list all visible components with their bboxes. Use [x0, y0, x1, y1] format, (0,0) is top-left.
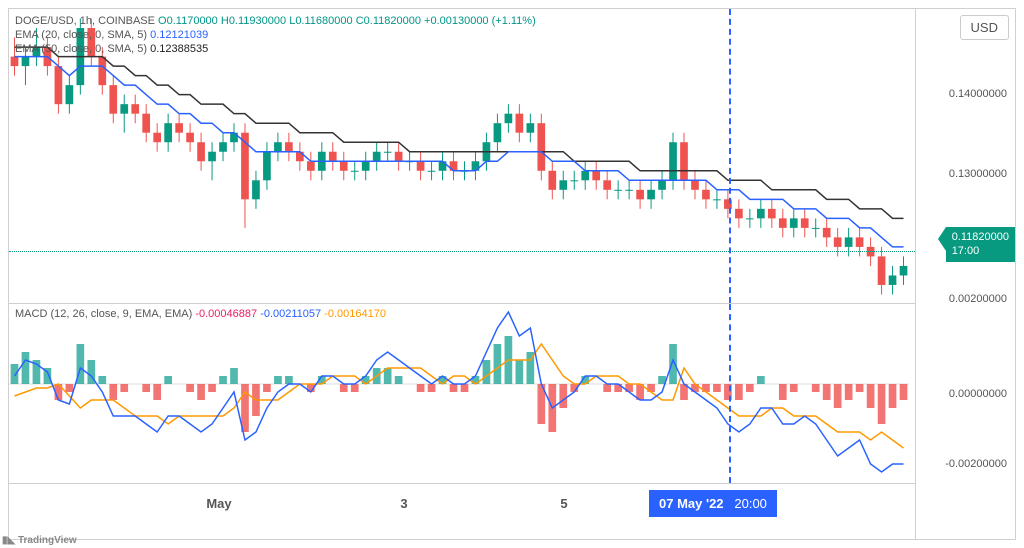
y-axis[interactable]: 0.14000000 0.13000000 0.00200000 0.00000000… — [915, 9, 1015, 539]
current-price-line — [9, 251, 915, 252]
current-price-flag: 0.1182000017:00 — [946, 227, 1015, 262]
tradingview-logo[interactable]: ▮◣ TradingView — [2, 535, 77, 546]
x-axis-tick: 3 — [400, 496, 407, 511]
macd-chart-svg — [9, 304, 909, 484]
ema50-label[interactable]: EMA (50, close, 0, SMA, 5) — [15, 43, 147, 55]
time-axis-pane[interactable]: May 3 5 07 May '22 20:00 — [9, 484, 915, 539]
macd-label[interactable]: MACD (12, 26, close, 9, EMA, EMA) — [15, 308, 192, 320]
x-axis-tick: 5 — [560, 496, 567, 511]
time-cursor-flag: 07 May '22 20:00 — [649, 490, 777, 517]
chart-header: DOGE/USD, 1h, COINBASE O0.1170000 H0.119… — [15, 15, 536, 57]
macd-pane[interactable]: MACD (12, 26, close, 9, EMA, EMA) -0.000… — [9, 304, 915, 484]
time-cursor-line[interactable] — [729, 9, 731, 303]
y-axis-label: 0.14000000 — [949, 88, 1007, 100]
time-cursor-line[interactable] — [729, 304, 731, 483]
y-axis-label: 0.00200000 — [949, 293, 1007, 305]
macd-header: MACD (12, 26, close, 9, EMA, EMA) -0.000… — [15, 308, 386, 320]
y-axis-label: 0.13000000 — [949, 168, 1007, 180]
y-axis-label: 0.00000000 — [949, 388, 1007, 400]
symbol-label[interactable]: DOGE/USD, 1h, COINBASE — [15, 15, 155, 27]
ema20-label[interactable]: EMA (20, close, 0, SMA, 5) — [15, 29, 147, 41]
chart-container: USD DOGE/USD, 1h, COINBASE O0.1170000 H0… — [8, 8, 1016, 540]
x-axis-tick: May — [206, 496, 231, 511]
y-axis-label: -0.00200000 — [945, 458, 1007, 470]
